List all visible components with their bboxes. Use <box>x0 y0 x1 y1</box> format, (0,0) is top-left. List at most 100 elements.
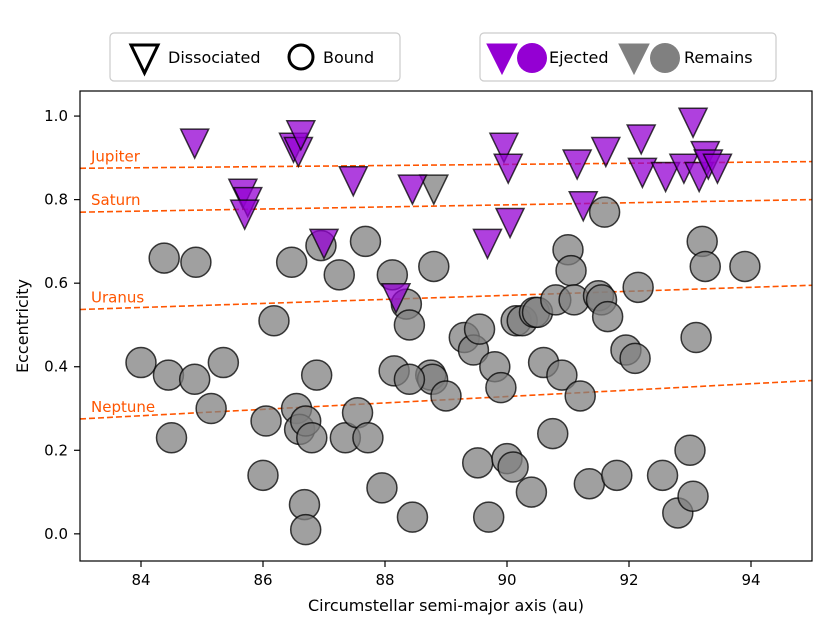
data-point-bound <box>564 380 596 412</box>
data-point-dissociated-ejected <box>179 128 210 160</box>
data-point-bound <box>463 313 496 345</box>
data-point-dissociated-ejected <box>308 228 340 261</box>
data-point-bound <box>275 246 308 279</box>
data-point-dissociated-ejected <box>338 165 369 198</box>
x-tick-label: 84 <box>131 571 150 589</box>
data-point-dissociated-ejected <box>285 120 317 152</box>
data-point-bound <box>689 250 721 283</box>
data-point-dissociated-ejected <box>568 191 599 223</box>
data-point-bound <box>461 447 494 479</box>
triangle-down-open-icon <box>128 43 161 77</box>
legend-outcome: Ejected Remains <box>479 32 777 82</box>
data-point-bound <box>195 392 227 425</box>
x-axis-label: Circumstellar semi-major axis (au) <box>308 596 584 615</box>
data-point-bound <box>537 417 569 450</box>
data-point-bound <box>680 321 712 354</box>
data-point-bound <box>601 459 633 492</box>
data-point-bound <box>619 342 651 375</box>
x-tick-label: 92 <box>619 571 638 589</box>
y-axis-label: Eccentricity <box>13 279 32 373</box>
data-point-dissociated-ejected <box>494 207 526 240</box>
x-tick-label: 90 <box>497 571 516 589</box>
data-point-dissociated-ejected <box>493 153 524 185</box>
y-tick-label: 1.0 <box>44 107 68 125</box>
dissociated-ejected-markers <box>179 107 733 315</box>
y-axis-ticks: 0.0 0.2 0.4 0.6 0.8 1.0 <box>44 107 80 543</box>
purple-circle-icon <box>517 43 547 73</box>
legend-structure: Dissociated Bound <box>109 32 401 82</box>
data-point-bound <box>323 259 355 291</box>
data-point-bound <box>207 346 240 379</box>
purple-triangle-icon <box>486 43 518 76</box>
x-tick-label: 94 <box>741 571 760 589</box>
x-axis-ticks: 84 86 88 90 92 94 <box>131 561 761 589</box>
y-tick-label: 0.0 <box>44 525 68 543</box>
legend-dissociated-label: Dissociated <box>168 48 261 67</box>
data-point-dissociated-ejected <box>472 228 503 261</box>
data-point-dissociated-ejected <box>397 174 428 206</box>
legend-remains-label: Remains <box>684 48 753 67</box>
planet-label-jupiter: Jupiter <box>90 147 141 165</box>
data-point-dissociated-ejected <box>677 107 709 139</box>
data-point-bound <box>289 513 322 546</box>
data-point-dissociated-ejected <box>627 157 658 190</box>
data-point-bound <box>546 359 578 391</box>
data-point-dissociated-ejected <box>590 136 622 169</box>
data-point-bound <box>352 422 384 454</box>
data-point-dissociated-ejected <box>561 149 593 181</box>
data-point-bound <box>646 459 679 492</box>
data-point-bound <box>247 459 279 492</box>
data-point-bound <box>250 405 282 437</box>
data-point-bound <box>349 225 382 258</box>
legend-box <box>109 32 401 82</box>
data-point-dissociated-ejected <box>229 199 260 231</box>
data-point-dissociated-ejected <box>650 161 681 194</box>
data-point-bound <box>148 242 180 274</box>
data-point-bound <box>674 434 706 467</box>
data-point-dissociated-ejected <box>488 132 520 165</box>
data-point-bound <box>152 359 185 391</box>
data-point-bound <box>300 359 333 391</box>
y-tick-label: 0.4 <box>44 358 68 376</box>
data-point-bound <box>430 380 462 412</box>
y-tick-label: 0.6 <box>44 274 68 292</box>
data-point-bound <box>393 363 426 396</box>
data-point-dissociated-ejected <box>380 282 412 315</box>
planet-line-jupiter <box>79 160 813 170</box>
planet-label-saturn: Saturn <box>91 191 141 209</box>
data-point-bound <box>555 254 587 287</box>
grey-circle-icon <box>650 43 680 73</box>
data-point-bound <box>497 451 529 483</box>
data-point-bound <box>591 300 624 333</box>
data-point-bound <box>366 472 398 504</box>
data-point-bound <box>393 309 426 341</box>
data-point-bound <box>677 480 709 512</box>
data-point-bound <box>178 363 211 396</box>
data-point-dissociated-remains <box>418 174 449 206</box>
dissociated-remains-markers <box>418 174 449 206</box>
bound-markers <box>125 196 761 546</box>
data-point-bound <box>472 501 505 533</box>
x-tick-label: 86 <box>253 571 272 589</box>
data-point-bound <box>729 250 761 283</box>
y-tick-label: 0.8 <box>44 191 68 209</box>
data-point-bound <box>125 346 157 379</box>
planet-labels: Jupiter Saturn Uranus Neptune <box>90 147 155 416</box>
data-point-dissociated-ejected <box>702 153 733 185</box>
data-point-bound <box>155 422 188 454</box>
data-point-bound <box>296 422 328 454</box>
data-point-bound <box>485 371 517 404</box>
data-point-bound <box>573 467 606 500</box>
data-point-bound <box>180 246 212 279</box>
data-point-bound <box>622 271 654 304</box>
data-point-bound <box>396 501 429 533</box>
planet-line-uranus <box>79 284 813 311</box>
x-tick-label: 88 <box>375 571 394 589</box>
legend-bound-label: Bound <box>323 48 374 67</box>
data-point-bound <box>418 250 450 283</box>
planet-label-uranus: Uranus <box>91 288 144 306</box>
y-tick-label: 0.2 <box>44 441 68 459</box>
legend-ejected-label: Ejected <box>549 48 608 67</box>
planet-label-neptune: Neptune <box>91 398 155 416</box>
